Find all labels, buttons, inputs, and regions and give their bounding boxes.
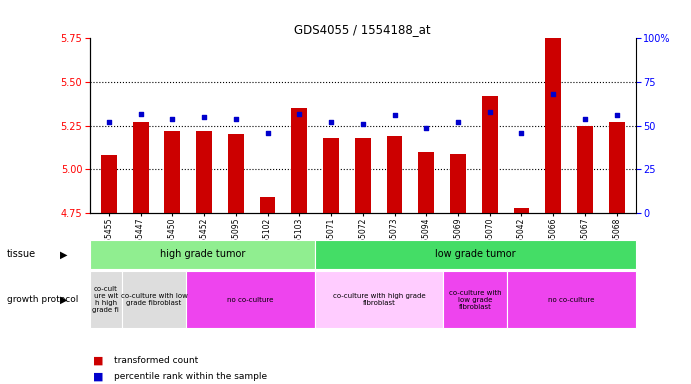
Text: percentile rank within the sample: percentile rank within the sample	[114, 372, 267, 381]
Bar	[228, 134, 244, 213]
Point	[389, 112, 400, 118]
Point	[357, 121, 368, 127]
Bar	[292, 108, 307, 213]
Point	[516, 130, 527, 136]
Text: ▶: ▶	[60, 249, 67, 260]
Bar	[482, 96, 498, 213]
Text: no co-culture: no co-culture	[227, 296, 274, 303]
Bar	[101, 156, 117, 213]
Text: co-culture with
low grade
fibroblast: co-culture with low grade fibroblast	[449, 290, 502, 310]
Bar	[164, 131, 180, 213]
Bar	[507, 271, 636, 328]
Title: GDS4055 / 1554188_at: GDS4055 / 1554188_at	[294, 23, 431, 36]
Text: ▶: ▶	[60, 295, 67, 305]
Point	[104, 119, 115, 125]
Bar	[450, 154, 466, 213]
Point	[230, 116, 241, 122]
Point	[453, 119, 464, 125]
Point	[294, 111, 305, 117]
Point	[198, 114, 209, 120]
Point	[548, 91, 559, 98]
Text: transformed count: transformed count	[114, 356, 198, 366]
Text: no co-culture: no co-culture	[549, 296, 595, 303]
Point	[580, 116, 591, 122]
Point	[135, 111, 146, 117]
Text: low grade tumor: low grade tumor	[435, 249, 515, 260]
Bar	[314, 240, 636, 269]
Point	[262, 130, 273, 136]
Bar	[545, 16, 561, 213]
Bar	[355, 138, 370, 213]
Point	[611, 112, 622, 118]
Text: high grade tumor: high grade tumor	[160, 249, 245, 260]
Text: co-cult
ure wit
h high
grade fi: co-cult ure wit h high grade fi	[93, 286, 120, 313]
Text: tissue: tissue	[7, 249, 36, 260]
Point	[325, 119, 337, 125]
Bar	[186, 271, 314, 328]
Point	[167, 116, 178, 122]
Bar	[418, 152, 434, 213]
Bar	[609, 122, 625, 213]
Bar	[314, 271, 443, 328]
Text: ■: ■	[93, 356, 104, 366]
Bar	[386, 136, 402, 213]
Point	[421, 124, 432, 131]
Bar	[196, 131, 212, 213]
Text: co-culture with low
grade fibroblast: co-culture with low grade fibroblast	[121, 293, 187, 306]
Bar	[122, 271, 186, 328]
Bar	[323, 138, 339, 213]
Bar	[577, 126, 593, 213]
Text: co-culture with high grade
fibroblast: co-culture with high grade fibroblast	[332, 293, 425, 306]
Bar	[260, 197, 276, 213]
Point	[484, 109, 495, 115]
Bar	[90, 240, 314, 269]
Bar	[443, 271, 507, 328]
Text: ■: ■	[93, 371, 104, 381]
Bar	[513, 208, 529, 213]
Text: growth protocol: growth protocol	[7, 295, 78, 304]
Bar	[90, 271, 122, 328]
Bar	[133, 122, 149, 213]
